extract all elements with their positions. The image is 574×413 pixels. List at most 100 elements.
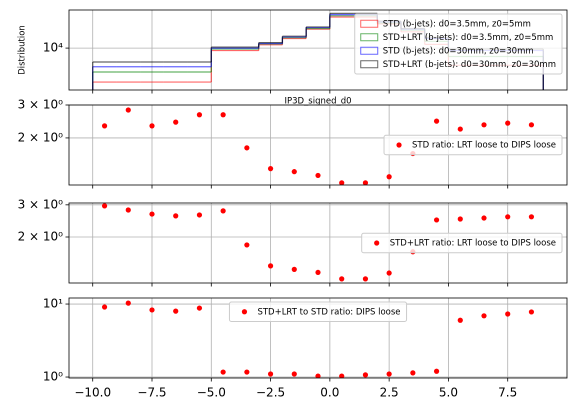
y-tick-label: 10⁴ <box>43 41 63 55</box>
legend: STD (b-jets): d0=3.5mm, z0=5mm STD+LRT (b… <box>354 13 563 75</box>
point <box>362 276 369 282</box>
x-tick-label: 5.0 <box>439 386 458 400</box>
point <box>339 180 345 185</box>
point <box>291 169 297 175</box>
point <box>101 304 108 310</box>
point <box>386 371 392 377</box>
point <box>528 214 535 220</box>
x-tick-label: 2.5 <box>380 386 399 400</box>
y-tick-label: 10¹ <box>43 297 63 311</box>
legend-label: STD (b-jets): d0=30mm, z0=30mm <box>383 46 534 56</box>
y-tick-label: 10⁰ <box>43 370 63 384</box>
point <box>244 242 250 248</box>
point <box>386 270 392 276</box>
point <box>244 369 250 375</box>
point <box>481 215 487 221</box>
point <box>267 166 274 172</box>
point <box>267 263 274 269</box>
point <box>481 313 487 319</box>
point <box>457 216 463 222</box>
point <box>149 211 155 217</box>
legend-label: STD+LRT (b-jets): d0=30mm, z0=30mm <box>383 60 556 70</box>
point <box>410 370 416 376</box>
axes-frame <box>68 104 568 186</box>
axes-frame <box>68 297 568 379</box>
y-tick-label: 2 × 10⁰ <box>18 130 64 144</box>
point <box>196 305 203 311</box>
point <box>457 317 463 323</box>
legend: STD+LRT ratio: LRT loose to DIPS loose <box>361 232 563 254</box>
point <box>386 174 392 180</box>
point <box>101 123 108 129</box>
point <box>196 112 203 118</box>
x-tick-label: −2.5 <box>256 386 285 400</box>
point <box>196 212 203 218</box>
point <box>339 276 345 282</box>
point <box>362 372 369 378</box>
legend-swatch <box>360 33 379 42</box>
legend-swatch <box>241 309 248 315</box>
point <box>481 122 487 128</box>
legend-label: STD ratio: LRT loose to DIPS loose <box>412 141 556 151</box>
point <box>433 368 440 374</box>
x-axis-label: IP3D_signed_d0 <box>284 97 351 107</box>
point <box>267 371 274 377</box>
x-tick-label: −7.5 <box>137 386 166 400</box>
point <box>244 145 250 151</box>
point <box>433 217 440 223</box>
legend-box <box>361 232 563 254</box>
point <box>125 300 131 306</box>
legend-box <box>354 13 563 75</box>
point <box>339 373 345 378</box>
point <box>291 371 297 377</box>
point <box>125 107 131 113</box>
x-tick-label: −5.0 <box>197 386 226 400</box>
legend-label: STD (b-jets): d0=3.5mm, z0=5mm <box>383 19 531 29</box>
point <box>315 373 321 378</box>
x-tick-label: 0.0 <box>320 386 339 400</box>
point <box>505 311 511 317</box>
point <box>315 269 321 276</box>
legend-swatch <box>374 240 380 246</box>
x-tick-label: 7.5 <box>498 386 517 400</box>
point <box>149 307 155 313</box>
point <box>457 126 463 132</box>
point <box>433 118 440 124</box>
point <box>505 120 511 126</box>
legend-swatch <box>360 60 379 69</box>
plot-area <box>101 300 535 378</box>
point <box>220 112 226 118</box>
point <box>125 207 131 213</box>
legend-box <box>228 301 408 322</box>
point <box>220 208 226 214</box>
axes-frame <box>68 9 568 91</box>
point <box>291 266 297 272</box>
legend-swatch <box>360 19 379 28</box>
point <box>101 203 108 209</box>
y-tick-label: 3 × 10⁰ <box>18 98 64 112</box>
y-tick-label: 3 × 10⁰ <box>18 197 64 211</box>
y-tick-label: 2 × 10⁰ <box>18 229 64 243</box>
point <box>505 214 511 220</box>
point <box>220 369 226 375</box>
point <box>528 122 535 128</box>
legend-label: STD+LRT ratio: LRT loose to DIPS loose <box>390 239 556 249</box>
point <box>528 309 535 315</box>
legend: STD+LRT to STD ratio: DIPS loose <box>228 301 408 322</box>
point <box>362 180 369 185</box>
point <box>149 123 155 129</box>
x-tick-label: −10.0 <box>74 386 111 400</box>
axes-frame <box>68 202 568 284</box>
y-axis-label: Distribution <box>18 25 28 75</box>
legend: STD ratio: LRT loose to DIPS loose <box>383 134 563 156</box>
legend-swatch <box>360 46 379 55</box>
plot-area <box>101 107 535 185</box>
legend-label: STD+LRT to STD ratio: DIPS loose <box>257 307 400 317</box>
legend-label: STD+LRT (b-jets): d0=3.5mm, z0=5mm <box>383 33 554 43</box>
legend-swatch <box>396 142 402 148</box>
point <box>173 308 179 314</box>
point <box>315 172 321 179</box>
point <box>173 213 179 219</box>
point <box>173 119 179 125</box>
